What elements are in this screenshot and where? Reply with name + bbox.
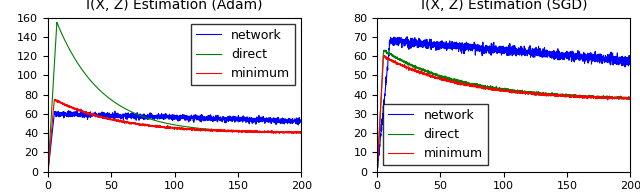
network xyxy=(387,39,394,41)
direct xyxy=(161,122,168,124)
direct xyxy=(168,123,175,125)
network xyxy=(573,52,580,55)
direct xyxy=(497,88,504,90)
minimum xyxy=(573,96,580,98)
network xyxy=(44,170,52,173)
direct xyxy=(627,97,634,99)
direct xyxy=(290,131,298,134)
network xyxy=(490,45,498,47)
network xyxy=(373,169,381,172)
network xyxy=(161,116,168,119)
minimum xyxy=(44,171,52,174)
network xyxy=(374,170,381,173)
direct xyxy=(373,170,381,173)
network xyxy=(77,108,84,110)
direct xyxy=(244,130,252,133)
Legend: network, direct, minimum: network, direct, minimum xyxy=(191,24,295,85)
network xyxy=(57,114,65,116)
direct xyxy=(620,96,627,98)
direct xyxy=(44,170,52,173)
minimum xyxy=(168,127,175,129)
minimum xyxy=(298,132,305,134)
Title: I(X, Z) Estimation (SGD): I(X, Z) Estimation (SGD) xyxy=(420,0,587,12)
network xyxy=(244,117,252,119)
minimum xyxy=(490,88,497,90)
direct xyxy=(53,21,61,24)
network xyxy=(168,117,175,120)
Line: direct: direct xyxy=(377,50,630,172)
minimum xyxy=(380,54,388,57)
minimum xyxy=(51,98,58,101)
direct xyxy=(573,95,580,98)
Line: minimum: minimum xyxy=(377,56,630,172)
minimum xyxy=(373,171,381,174)
network xyxy=(403,35,411,38)
network xyxy=(290,120,298,122)
network xyxy=(620,62,627,65)
minimum xyxy=(290,132,298,134)
minimum xyxy=(244,131,252,133)
minimum xyxy=(620,97,627,99)
minimum xyxy=(497,89,504,91)
direct xyxy=(490,87,497,89)
minimum xyxy=(161,126,168,129)
network xyxy=(290,121,298,123)
network xyxy=(497,48,504,50)
Line: network: network xyxy=(377,37,630,172)
Line: minimum: minimum xyxy=(48,99,301,172)
network xyxy=(627,63,634,65)
direct xyxy=(620,98,627,100)
Legend: network, direct, minimum: network, direct, minimum xyxy=(383,104,488,165)
network xyxy=(298,120,305,123)
network xyxy=(620,63,627,65)
Line: network: network xyxy=(48,109,301,172)
direct xyxy=(57,31,65,33)
direct xyxy=(298,131,305,134)
minimum xyxy=(620,97,627,100)
Title: I(X, Z) Estimation (Adam): I(X, Z) Estimation (Adam) xyxy=(86,0,263,12)
direct xyxy=(380,49,388,51)
minimum xyxy=(627,97,634,99)
direct xyxy=(387,53,394,55)
direct xyxy=(290,131,298,134)
Line: direct: direct xyxy=(48,22,301,172)
minimum xyxy=(387,59,394,61)
minimum xyxy=(57,102,65,104)
minimum xyxy=(290,131,298,133)
